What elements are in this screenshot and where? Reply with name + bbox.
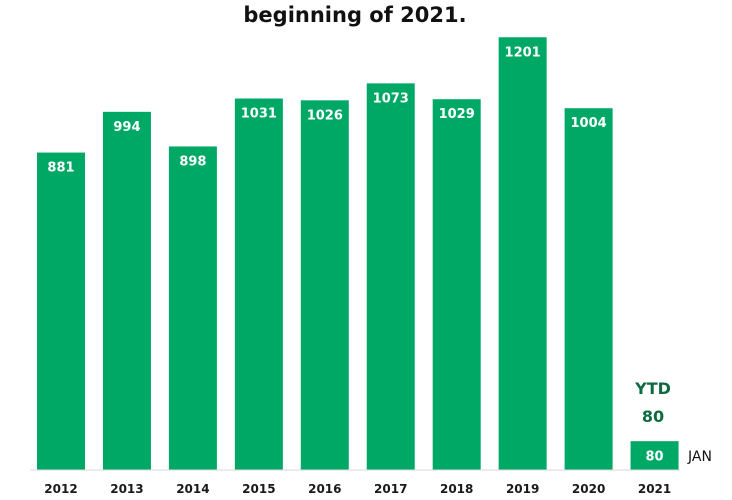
x-tick-label-2013: 2013 [110, 482, 143, 496]
bar-2018 [432, 99, 481, 470]
bar-2015 [234, 98, 283, 470]
data-label-2015: 1031 [241, 107, 277, 122]
x-tick-label-2020: 2020 [572, 482, 605, 496]
x-tick-labels: 2012 2013 2014 2015 2016 2017 2018 2019 2020 2021 [44, 482, 671, 496]
bar-2020 [564, 108, 613, 471]
bar-2019 [498, 37, 547, 470]
chart-title: beginning of 2021. [243, 3, 466, 27]
data-label-2018: 1029 [439, 107, 475, 122]
x-tick-label-2017: 2017 [374, 482, 407, 496]
data-label-2017: 1073 [373, 91, 409, 106]
bar-2017 [366, 83, 415, 470]
x-tick-label-2021: 2021 [638, 482, 671, 496]
month-label: JAN [687, 449, 712, 465]
x-tick-label-2015: 2015 [242, 482, 275, 496]
x-tick-label-2012: 2012 [44, 482, 77, 496]
bar-2021 [630, 441, 679, 470]
data-label-2014: 898 [179, 154, 206, 169]
x-tick-label-2016: 2016 [308, 482, 341, 496]
data-label-2016: 1026 [307, 108, 343, 123]
bar-2014 [168, 146, 217, 470]
data-label-2020: 1004 [571, 116, 607, 131]
data-label-2012: 881 [47, 161, 74, 176]
ytd-label: YTD [634, 379, 671, 398]
x-tick-label-2019: 2019 [506, 482, 539, 496]
x-tick-label-2014: 2014 [176, 482, 209, 496]
bar-2013 [102, 111, 151, 470]
bar-2016 [300, 100, 349, 470]
data-label-2021: 80 [646, 450, 664, 465]
data-label-2013: 994 [113, 120, 140, 135]
x-tick-label-2018: 2018 [440, 482, 473, 496]
data-label-2019: 1201 [505, 45, 541, 60]
ytd-value: 80 [642, 407, 664, 426]
bars-layer: 881 994 898 1031 1026 1073 1029 1201 1004 80 [37, 37, 679, 471]
bar-2012 [37, 152, 85, 470]
